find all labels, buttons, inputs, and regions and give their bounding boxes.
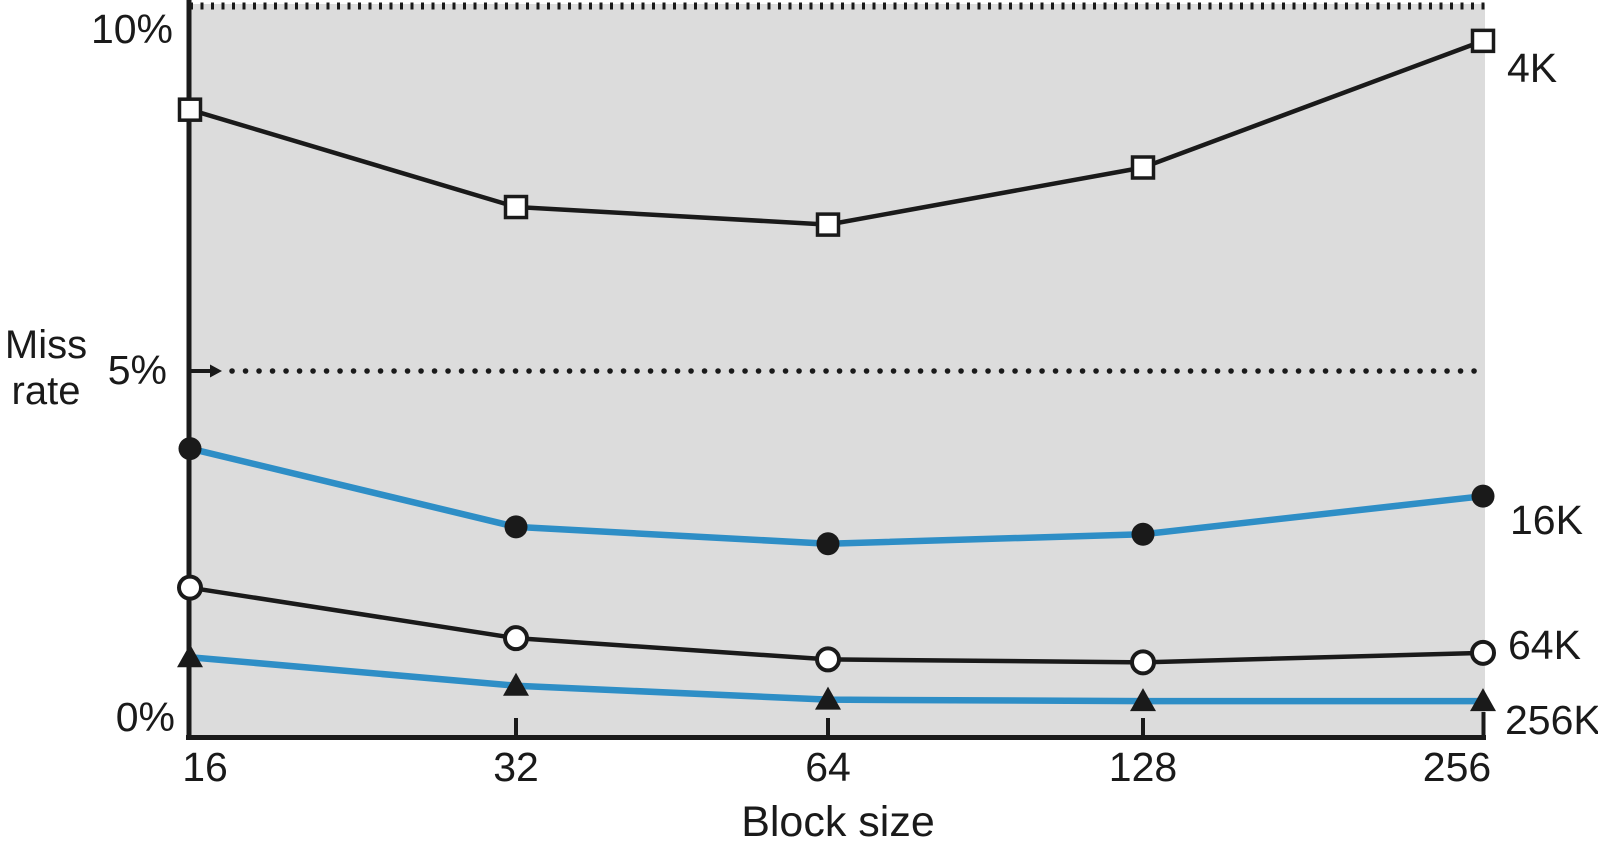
y-tick-label-0pct: 0%	[115, 694, 175, 740]
y-axis-title: Miss rate	[0, 322, 92, 414]
marker-open-circle	[503, 625, 529, 652]
marker-filled-circle	[816, 532, 840, 556]
series-label-16k: 16K	[1510, 497, 1583, 543]
y-tick-label-5pct: 5%	[107, 347, 167, 393]
y-axis-title-line1: Miss	[4, 323, 88, 367]
marker-open-circle	[1130, 649, 1156, 676]
marker-filled-triangle	[503, 672, 529, 696]
marker-filled-triangle	[177, 644, 203, 668]
x-tick-label-256: 256	[1422, 744, 1492, 790]
x-tick-label-16: 16	[182, 744, 228, 790]
marker-filled-circle	[1471, 484, 1495, 508]
series-markers-4k	[177, 28, 1496, 237]
marker-filled-triangle	[1130, 688, 1156, 712]
marker-open-circle	[177, 574, 203, 601]
marker-open-square	[1470, 28, 1496, 54]
marker-filled-circle	[178, 437, 202, 461]
series-label-4k: 4K	[1507, 45, 1558, 91]
marker-filled-circle	[1131, 522, 1155, 546]
series-markers-256k	[177, 644, 1496, 712]
marker-filled-triangle	[815, 686, 841, 710]
marker-open-circle	[1470, 639, 1496, 666]
marker-open-square	[815, 212, 841, 237]
gridline-5pct-arrowhead	[210, 364, 222, 378]
series-markers-64k	[177, 574, 1496, 676]
x-axis-title: Block size	[741, 798, 935, 846]
marker-filled-circle	[504, 515, 528, 539]
x-tick-label-128: 128	[1108, 744, 1178, 790]
marker-open-circle	[815, 646, 841, 673]
marker-open-square	[1130, 155, 1156, 180]
series-markers-16k	[178, 437, 1495, 556]
marker-filled-triangle	[1470, 688, 1496, 712]
series-label-256k: 256K	[1505, 697, 1598, 743]
marker-open-square	[503, 194, 529, 220]
x-tick-label-64: 64	[805, 744, 851, 790]
y-axis-title-line2: rate	[11, 369, 81, 413]
series-label-64k: 64K	[1508, 622, 1581, 668]
x-tick-label-32: 32	[493, 744, 539, 790]
marker-open-square	[177, 97, 203, 122]
y-tick-label-10pct: 10%	[90, 6, 173, 52]
